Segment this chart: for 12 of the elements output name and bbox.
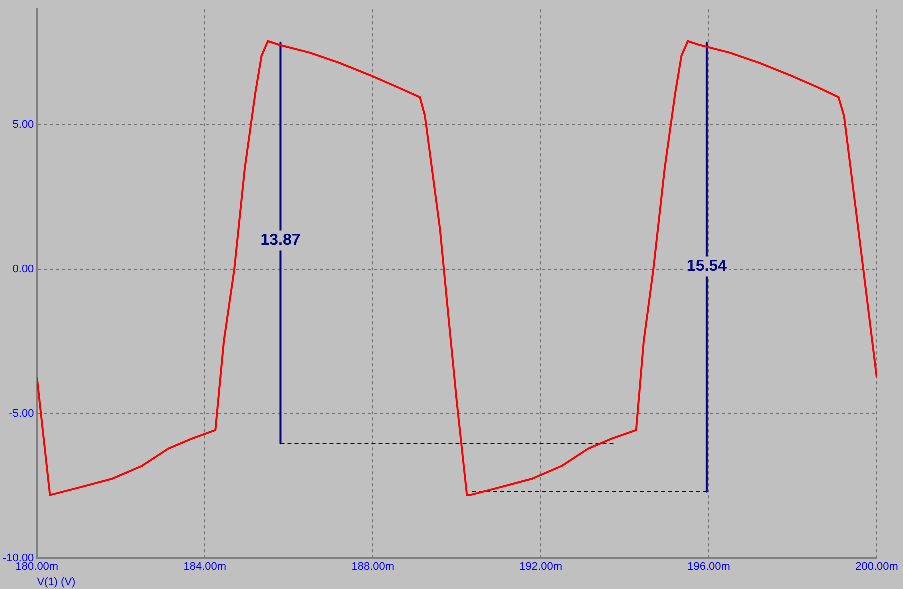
- x-tick-label: 184.00m: [184, 561, 227, 574]
- annotation: 15.54: [686, 258, 728, 276]
- y-tick-label: 0.00: [12, 264, 34, 276]
- x-tick-label: 192.00m: [520, 561, 562, 574]
- annotation: 13.87: [260, 232, 301, 250]
- y-tick-label: 5.00: [12, 119, 34, 132]
- x-tick-label: 196.00m: [688, 561, 730, 574]
- x-axis-title: V(1) (V): [37, 576, 76, 588]
- x-tick-label: 188.00m: [352, 561, 395, 574]
- y-tick-label: -5.00: [9, 408, 34, 420]
- x-tick-label: 200.00m: [856, 561, 898, 574]
- x-tick-label: 180.00m: [16, 561, 59, 574]
